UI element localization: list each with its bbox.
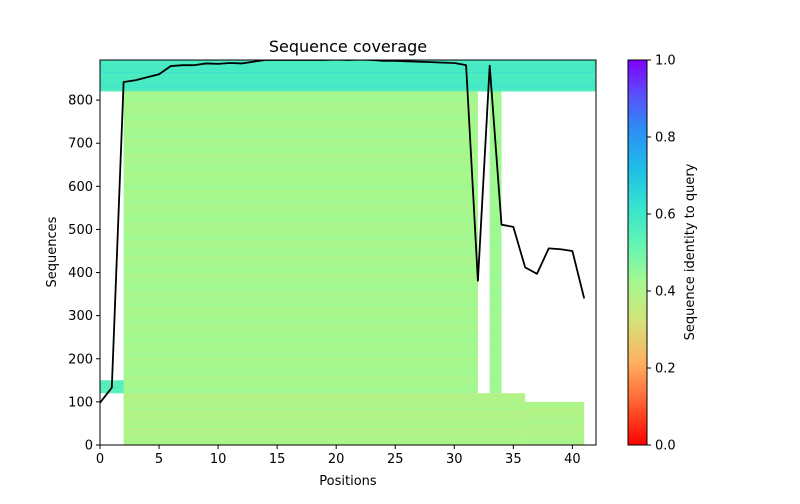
coverage-block <box>123 91 478 394</box>
colorbar-tick-label: 1.0 <box>655 54 676 69</box>
colorbar-tick-label: 0.2 <box>655 362 676 377</box>
x-tick-label: 10 <box>210 452 227 467</box>
colorbar-tick-label: 0.8 <box>655 131 676 146</box>
x-tick-label: 15 <box>269 452 286 467</box>
coverage-block <box>100 60 596 92</box>
coverage-heatmap <box>100 60 596 445</box>
colorbar-axis: 0.0 0.2 0.4 0.6 0.8 1.0 <box>647 54 676 454</box>
x-axis-label: Positions <box>319 474 377 489</box>
y-tick-label: 0 <box>85 439 93 454</box>
colorbar-tick-label: 0.0 <box>655 439 676 454</box>
x-axis: 0 5 10 15 20 25 30 35 40 <box>96 445 581 467</box>
y-tick-label: 800 <box>68 94 93 109</box>
y-tick-label: 700 <box>68 137 93 152</box>
x-tick-label: 5 <box>155 452 163 467</box>
x-tick-label: 20 <box>328 452 345 467</box>
chart-title: Sequence coverage <box>269 37 427 56</box>
colorbar-label: Sequence identity to query <box>683 163 698 340</box>
coverage-line <box>100 60 586 404</box>
colorbar <box>627 59 648 446</box>
x-tick-label: 40 <box>564 452 581 467</box>
coverage-block <box>123 393 526 445</box>
y-axis: 0 100 200 300 400 500 600 700 800 <box>68 94 100 454</box>
colorbar-tick-label: 0.4 <box>655 285 676 300</box>
y-tick-label: 400 <box>68 266 93 281</box>
y-axis-label: Sequences <box>45 216 60 287</box>
coverage-line-layer <box>100 60 586 404</box>
colorbar-tick-label: 0.6 <box>655 208 676 223</box>
coverage-block <box>525 401 585 445</box>
y-tick-label: 200 <box>68 352 93 367</box>
x-tick-label: 0 <box>96 452 104 467</box>
plot-frame <box>99 59 597 446</box>
y-tick-label: 300 <box>68 309 93 324</box>
y-tick-label: 500 <box>68 223 93 238</box>
x-tick-label: 30 <box>446 452 463 467</box>
x-tick-label: 35 <box>505 452 522 467</box>
y-tick-label: 600 <box>68 180 93 195</box>
y-tick-label: 100 <box>68 395 93 410</box>
x-tick-label: 25 <box>387 452 404 467</box>
